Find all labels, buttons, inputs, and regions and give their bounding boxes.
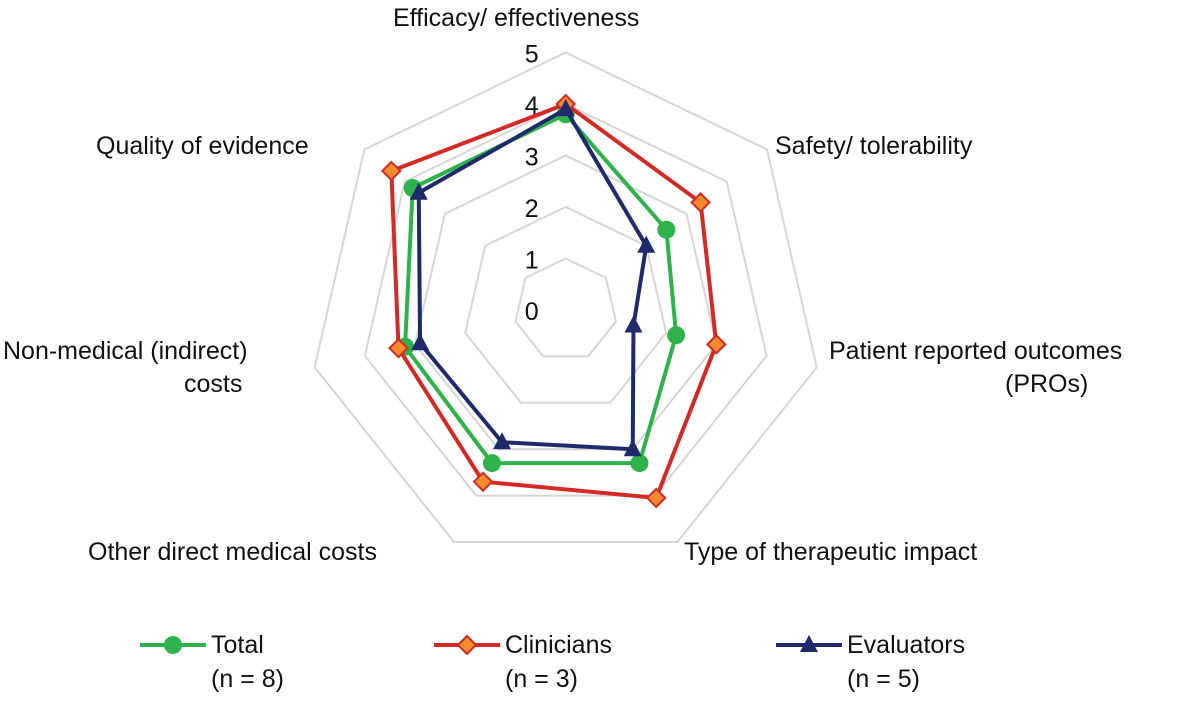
grid-ring-1 (514, 257, 617, 358)
data-point-clinicians (690, 192, 711, 213)
grid-ring-3 (413, 154, 718, 451)
tick-label: 1 (525, 247, 539, 275)
axis-label-pros-2: (PROs) (1005, 370, 1089, 398)
data-point-clinicians (472, 471, 494, 493)
data-point-evaluators (637, 235, 656, 253)
axis-label-therapeutic-impact: Type of therapeutic impact (684, 538, 978, 566)
data-point-total (657, 220, 676, 239)
grid-ring-2 (464, 205, 668, 404)
legend-clinicians-n: (n = 3) (505, 665, 578, 693)
data-point-clinicians (388, 337, 409, 359)
data-point-evaluators (493, 432, 512, 450)
data-point-evaluators (409, 182, 428, 200)
legend-marker-evaluators (800, 635, 818, 652)
series-line-total (403, 112, 679, 466)
tick-label: 0 (525, 298, 539, 326)
axis-label-non-medical: Non-medical (indirect) (3, 337, 248, 365)
legend-evaluators: Evaluators (847, 631, 966, 659)
legend-evaluators-n: (n = 5) (847, 665, 920, 693)
data-point-evaluators (624, 315, 643, 333)
legend-total-n: (n = 8) (211, 665, 284, 693)
axis-label-non-medical-2: costs (184, 370, 243, 398)
axis-label-quality-evidence: Quality of evidence (96, 132, 309, 160)
tick-label: 5 (525, 41, 539, 69)
data-point-evaluators (623, 439, 642, 457)
legend-clinicians: Clinicians (505, 631, 612, 659)
tick-label: 4 (525, 92, 539, 120)
grid-ring-4 (363, 102, 768, 497)
tick-label: 3 (525, 144, 539, 172)
series-line-clinicians (389, 102, 719, 500)
legend-marker-clinicians (456, 634, 478, 656)
axis-label-pros: Patient reported outcomes (829, 337, 1123, 365)
data-point-total (482, 454, 501, 473)
data-point-evaluators (411, 333, 430, 351)
tick-label: 2 (525, 195, 539, 223)
data-point-clinicians (645, 487, 667, 509)
series-line-evaluators (416, 107, 649, 452)
data-point-total (667, 326, 686, 345)
grid-ring-5 (313, 51, 818, 543)
data-point-total (630, 454, 649, 473)
axis-label-efficacy: Efficacy/ effectiveness (393, 4, 640, 32)
axis-label-other-direct-costs: Other direct medical costs (88, 538, 377, 566)
legend-marker-total (164, 636, 182, 654)
axis-label-safety: Safety/ tolerability (775, 132, 973, 160)
legend-total: Total (211, 631, 264, 659)
data-point-clinicians (380, 160, 402, 182)
data-point-evaluators (556, 99, 575, 117)
data-point-clinicians (705, 333, 727, 355)
